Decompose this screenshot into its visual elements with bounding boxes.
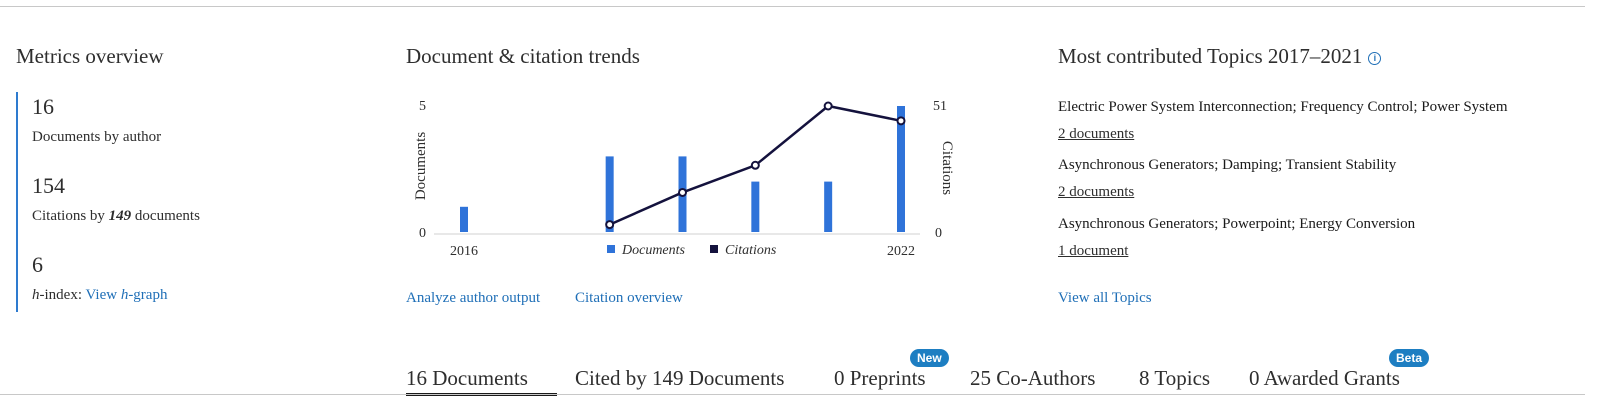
tab-co-authors[interactable]: 25 Co-Authors: [970, 366, 1096, 390]
documents-label: Documents by author: [32, 129, 162, 145]
hindex-label: h-index: View h-graph: [32, 285, 167, 305]
tab-documents[interactable]: 16 Documents: [406, 366, 557, 396]
view-h-graph-prefix: View: [85, 287, 121, 303]
hindex-value: 6: [32, 252, 43, 277]
documents-bar: [824, 181, 833, 232]
hindex-label-h: h: [32, 287, 40, 303]
y2-tick-label: 51: [933, 99, 947, 114]
citations-label-prefix: Citations by: [32, 208, 109, 224]
new-badge: New: [910, 349, 949, 367]
topics-title-text: Most contributed Topics 2017–2021: [1058, 44, 1363, 68]
y2-axis-label: Citations: [939, 141, 955, 195]
tab-topics[interactable]: 8 Topics: [1139, 366, 1211, 390]
documents-bar: [751, 181, 760, 232]
analyze-author-output-link[interactable]: Analyze author output: [406, 290, 541, 306]
citations-label: Citations by 149 documents: [32, 206, 200, 226]
citations-point: [678, 187, 687, 197]
citations-label-suffix: documents: [131, 208, 200, 224]
legend-citations-label: Citations: [725, 243, 777, 258]
citation-overview-link[interactable]: Citation overview: [575, 290, 683, 306]
x-tick-label: 2022: [887, 244, 915, 259]
hindex-label-text: -index:: [39, 287, 86, 303]
y-tick-label: 5: [419, 99, 426, 114]
documents-bar: [460, 206, 468, 232]
legend-citations-swatch: [710, 245, 718, 253]
x-tick-label: 2016: [450, 244, 478, 259]
citations-metric: 154 Citations by 149 documents: [32, 173, 200, 226]
topic-1-name: Electric Power System Interconnection; F…: [1058, 99, 1508, 115]
top-divider: [0, 6, 1585, 7]
view-h-graph-suffix: -graph: [128, 287, 168, 303]
topic-1-documents-link[interactable]: 2 documents: [1058, 126, 1135, 142]
topic-2-documents-link[interactable]: 2 documents: [1058, 184, 1135, 200]
info-icon[interactable]: i: [1368, 51, 1382, 65]
topic-3-name: Asynchronous Generators; Powerpoint; Ene…: [1058, 216, 1416, 232]
topic-2-name: Asynchronous Generators; Damping; Transi…: [1058, 157, 1397, 173]
citations-count: 154: [32, 173, 65, 198]
beta-badge: Beta: [1389, 349, 1430, 367]
citations-point: [896, 116, 906, 126]
topics-title: Most contributed Topics 2017–2021 i: [1058, 44, 1382, 69]
tab-cited-by[interactable]: Cited by 149 Documents: [575, 366, 785, 390]
hindex-metric: 6 h-index: View h-graph: [32, 252, 167, 305]
y2-tick-label: 0: [935, 226, 942, 241]
trends-title: Document & citation trends: [406, 44, 640, 68]
citations-point: [605, 220, 615, 230]
trends-chart: 5 0 51 0 Documents Citations 2016 2022 Documents…: [413, 99, 955, 259]
documents-count: 16: [32, 94, 54, 119]
y-tick-label: 0: [419, 226, 426, 241]
citations-point: [750, 160, 760, 170]
legend-documents-label: Documents: [621, 243, 686, 258]
documents-bar: [605, 156, 614, 232]
view-all-topics-link[interactable]: View all Topics: [1058, 290, 1152, 306]
citing-documents-count: 149: [108, 208, 132, 224]
documents-bar: [897, 106, 905, 232]
legend-documents-swatch: [607, 245, 615, 253]
view-h-graph-h: h: [120, 287, 129, 303]
y-axis-label: Documents: [413, 132, 429, 200]
metrics-panel: 16 Documents by author 154 Citations by …: [16, 92, 238, 312]
tabs-divider: [0, 394, 1585, 395]
citations-point: [823, 101, 833, 111]
metrics-title: Metrics overview: [16, 44, 164, 68]
tab-preprints[interactable]: 0 Preprints: [834, 366, 926, 390]
view-h-graph-link[interactable]: View h-graph: [85, 287, 167, 303]
tab-awarded-grants[interactable]: 0 Awarded Grants: [1249, 366, 1400, 390]
documents-metric: 16 Documents by author: [32, 94, 161, 147]
topic-3-documents-link[interactable]: 1 document: [1058, 243, 1129, 259]
